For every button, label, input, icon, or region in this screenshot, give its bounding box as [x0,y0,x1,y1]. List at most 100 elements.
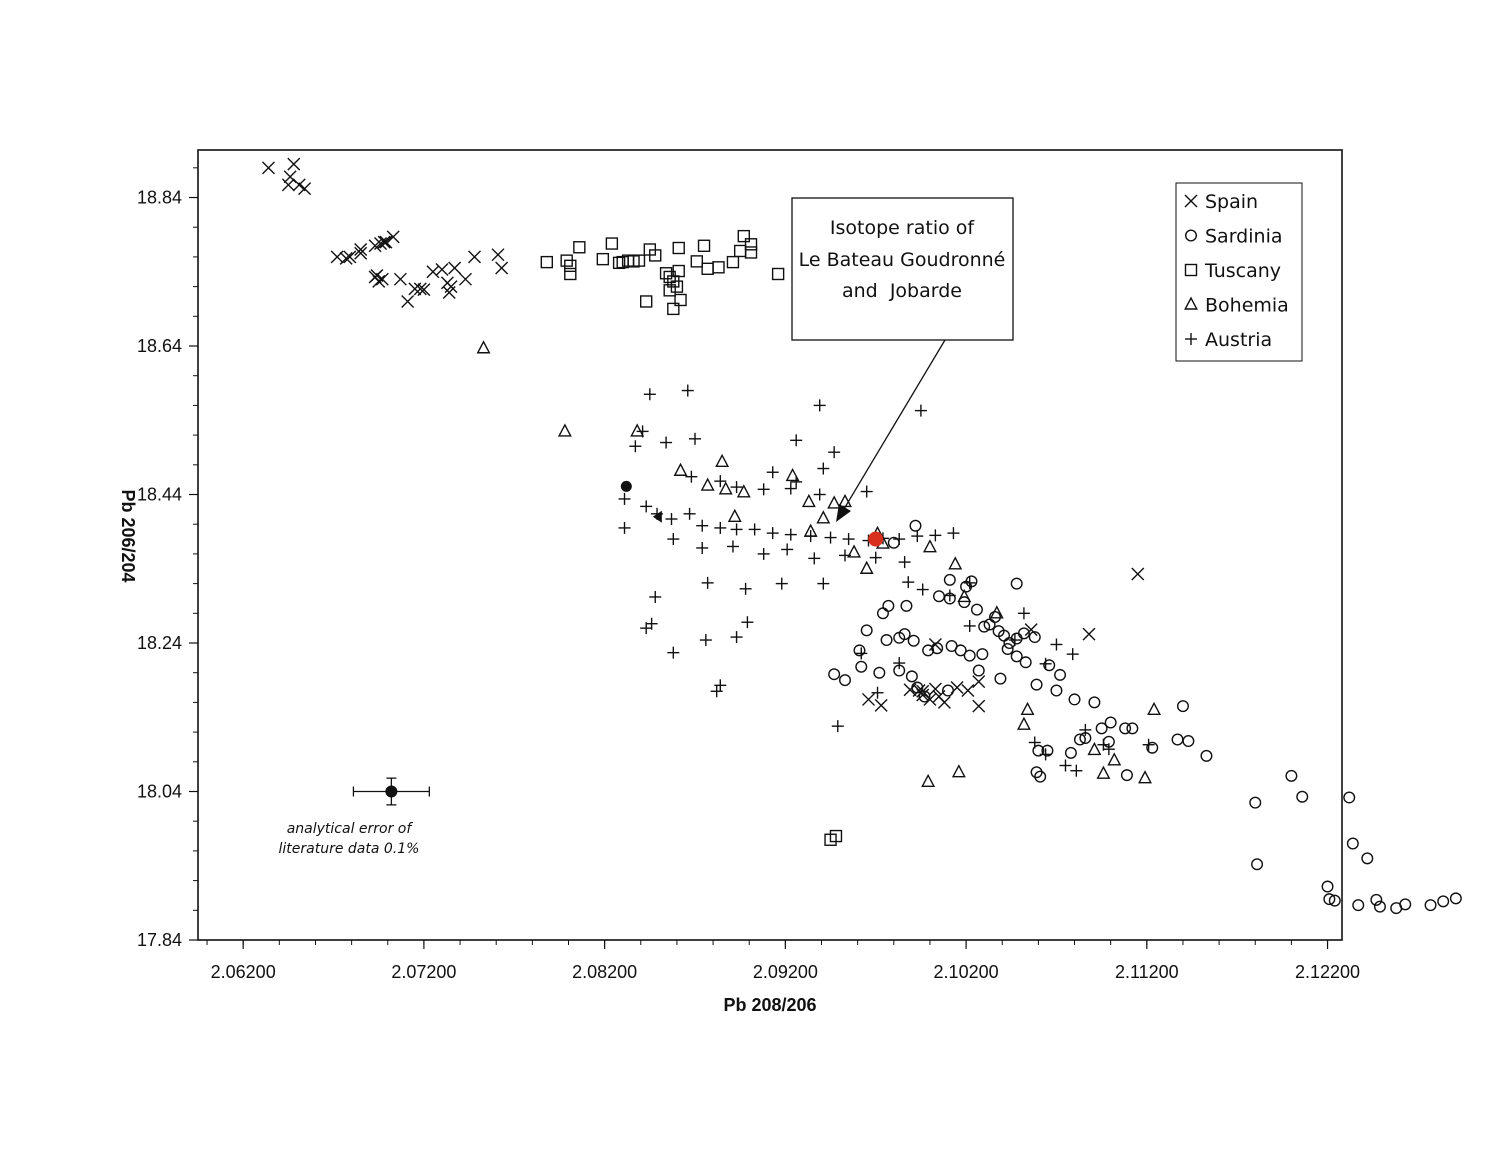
point-spain [491,248,505,262]
point-spain [379,235,393,249]
point-sardinia [1373,900,1386,913]
point-tuscany [674,293,687,307]
analytical-error-bar [352,777,430,806]
point-tuscany [771,267,785,281]
point-sardinia [1054,668,1067,681]
point-austria [1079,723,1092,736]
point-tuscany [667,302,680,316]
y-tick-label: 18.44 [137,485,182,505]
x-tick-label: 2.07200 [391,962,456,982]
point-tuscany [670,280,684,293]
point-sardinia [1095,722,1108,735]
point-bohemia [951,764,966,778]
point-austria [667,646,680,659]
legend-label: Spain [1205,191,1258,213]
point-sardinia [943,573,956,586]
y-tick-label: 18.84 [137,188,182,208]
point-austria [781,543,794,556]
point-austria [730,523,743,536]
legend-marker-square [1184,263,1198,277]
point-spain [972,675,986,689]
point-bohemia [476,340,491,354]
point-sardinia [1146,741,1159,754]
point-bohemia [700,477,715,491]
point-austria [1017,607,1030,620]
point-austria [790,475,803,488]
point-sardinia [1050,684,1063,697]
legend-item-austria: Austria [1185,329,1272,351]
point-austria [714,475,727,488]
point-sardinia [1352,899,1365,912]
point-austria [893,657,906,670]
error-note-line-1: analytical error of [287,821,414,837]
point-spain [923,692,937,706]
point-bohemia [557,423,572,437]
series-austria [618,384,1155,777]
data-points [261,157,1462,915]
point-austria [726,540,739,553]
point-austria [784,482,797,495]
axis-ticks: 2.06200 2.07200 2.08200 2.09200 2.10200 2.112… [137,167,1360,982]
point-austria [741,616,754,629]
point-austria [660,436,673,449]
error-note-line-2: literature data 0.1% [279,841,420,857]
point-sardinia [942,684,955,697]
point-spain [298,182,312,196]
point-austria [943,589,956,602]
legend-item-spain: Spain [1184,191,1258,213]
point-sardinia [922,644,935,657]
point-austria [1050,638,1063,651]
point-austria [757,547,770,560]
point-austria [1039,748,1052,761]
point-sardinia [978,620,991,633]
point-austria [824,531,837,544]
point-sardinia [900,599,913,612]
point-austria [667,533,680,546]
point-austria [842,533,855,546]
point-sardinia [1249,796,1262,809]
point-spain [495,261,509,275]
point-spain [874,698,888,712]
point-tuscany [672,264,685,278]
point-spain [972,699,986,713]
point-austria [683,507,696,520]
point-sardinia [911,681,924,694]
point-sardinia [1019,656,1032,669]
point-austria [714,521,727,534]
point-spain [343,250,357,264]
point-sardinia [1449,892,1462,905]
filled-circle-point [620,480,632,492]
point-spain [287,157,301,171]
point-spain [413,282,427,296]
point-sardinia [1323,893,1336,906]
point-tuscany [564,259,577,273]
point-spain [354,246,368,260]
series-sardinia [828,519,1462,915]
point-austria [817,462,830,475]
point-spain [375,272,389,286]
point-sardinia [965,575,978,588]
point-sardinia [994,672,1007,685]
x-tick-label: 2.11200 [1115,962,1179,982]
point-spain [374,237,388,251]
point-sardinia [1064,746,1077,759]
error-bar-point [385,785,398,798]
point-sardinia [1010,650,1023,663]
point-sardinia [860,624,873,637]
point-tuscany [612,256,626,270]
point-sardinia [1041,744,1054,757]
point-bohemia [1087,741,1102,756]
point-sardinia [828,668,841,681]
series-tuscany [540,229,843,846]
point-tuscany [744,246,758,259]
filled-triangle-point [652,510,662,523]
point-austria [688,432,701,445]
legend-item-bohemia: Bohemia [1184,295,1289,317]
point-austria [714,679,727,692]
point-sardinia [1119,722,1132,735]
point-austria [871,686,884,699]
point-spain [444,280,458,294]
point-sardinia [1088,696,1101,709]
point-austria [817,577,830,590]
point-spain [448,261,462,275]
